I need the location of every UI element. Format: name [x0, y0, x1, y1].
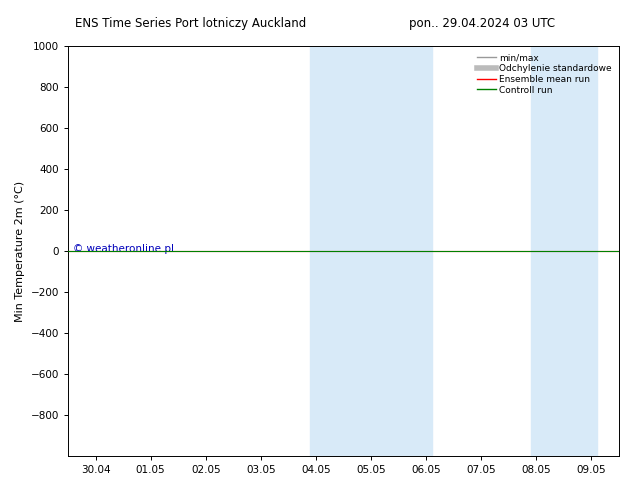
Y-axis label: Min Temperature 2m (°C): Min Temperature 2m (°C)	[15, 180, 25, 321]
Text: pon.. 29.04.2024 03 UTC: pon.. 29.04.2024 03 UTC	[409, 17, 555, 30]
Bar	[531, 46, 597, 456]
Legend: min/max, Odchylenie standardowe, Ensemble mean run, Controll run: min/max, Odchylenie standardowe, Ensembl…	[475, 50, 614, 98]
Bar	[311, 46, 377, 456]
Text: © weatheronline.pl: © weatheronline.pl	[74, 244, 174, 254]
Bar	[377, 46, 432, 456]
Text: ENS Time Series Port lotniczy Auckland: ENS Time Series Port lotniczy Auckland	[75, 17, 306, 30]
